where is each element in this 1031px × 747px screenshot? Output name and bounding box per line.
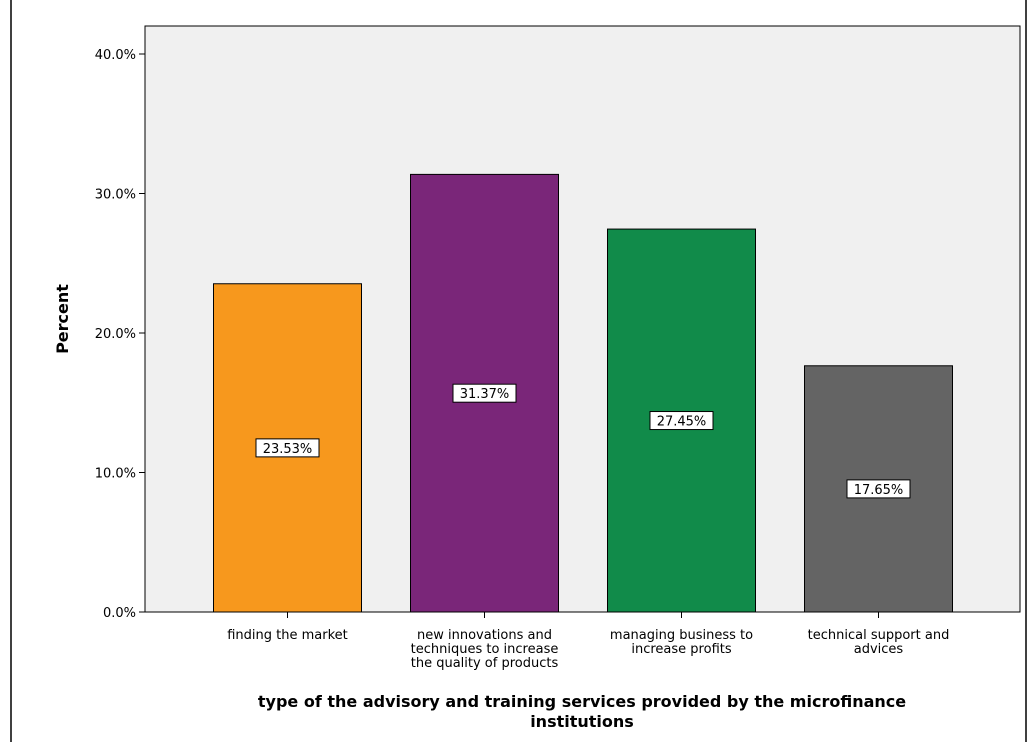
x-tick-label: technical support and advices bbox=[808, 628, 950, 657]
data-label: 23.53% bbox=[263, 442, 313, 457]
bars: 23.53% 31.37% 27.45% 17.65% bbox=[213, 173, 953, 613]
x-tick-label: finding the market bbox=[227, 628, 348, 643]
data-label: 27.45% bbox=[657, 415, 707, 430]
x-axis-title: type of the advisory and training servic… bbox=[258, 692, 906, 731]
y-tick-label: 10.0% bbox=[95, 467, 136, 482]
data-label-box bbox=[452, 383, 517, 403]
y-tick-label: 20.0% bbox=[95, 327, 136, 342]
data-label: 31.37% bbox=[460, 387, 510, 402]
y-axis: 0.0% 10.0% 20.0% 30.0% 40.0% bbox=[95, 48, 145, 621]
x-axis: finding the market new innovations and tec… bbox=[227, 612, 949, 671]
data-label-box bbox=[649, 411, 714, 431]
data-label-box bbox=[846, 479, 911, 499]
data-label: 17.65% bbox=[854, 483, 904, 498]
data-label-box bbox=[255, 438, 320, 458]
y-tick-label: 0.0% bbox=[103, 606, 136, 621]
x-tick-label: managing business to increase profits bbox=[610, 628, 753, 657]
y-tick-label: 30.0% bbox=[95, 188, 136, 203]
y-tick-label: 40.0% bbox=[95, 48, 136, 63]
x-tick-label: new innovations and techniques to increas… bbox=[411, 628, 559, 671]
y-axis-title: Percent bbox=[53, 284, 72, 354]
